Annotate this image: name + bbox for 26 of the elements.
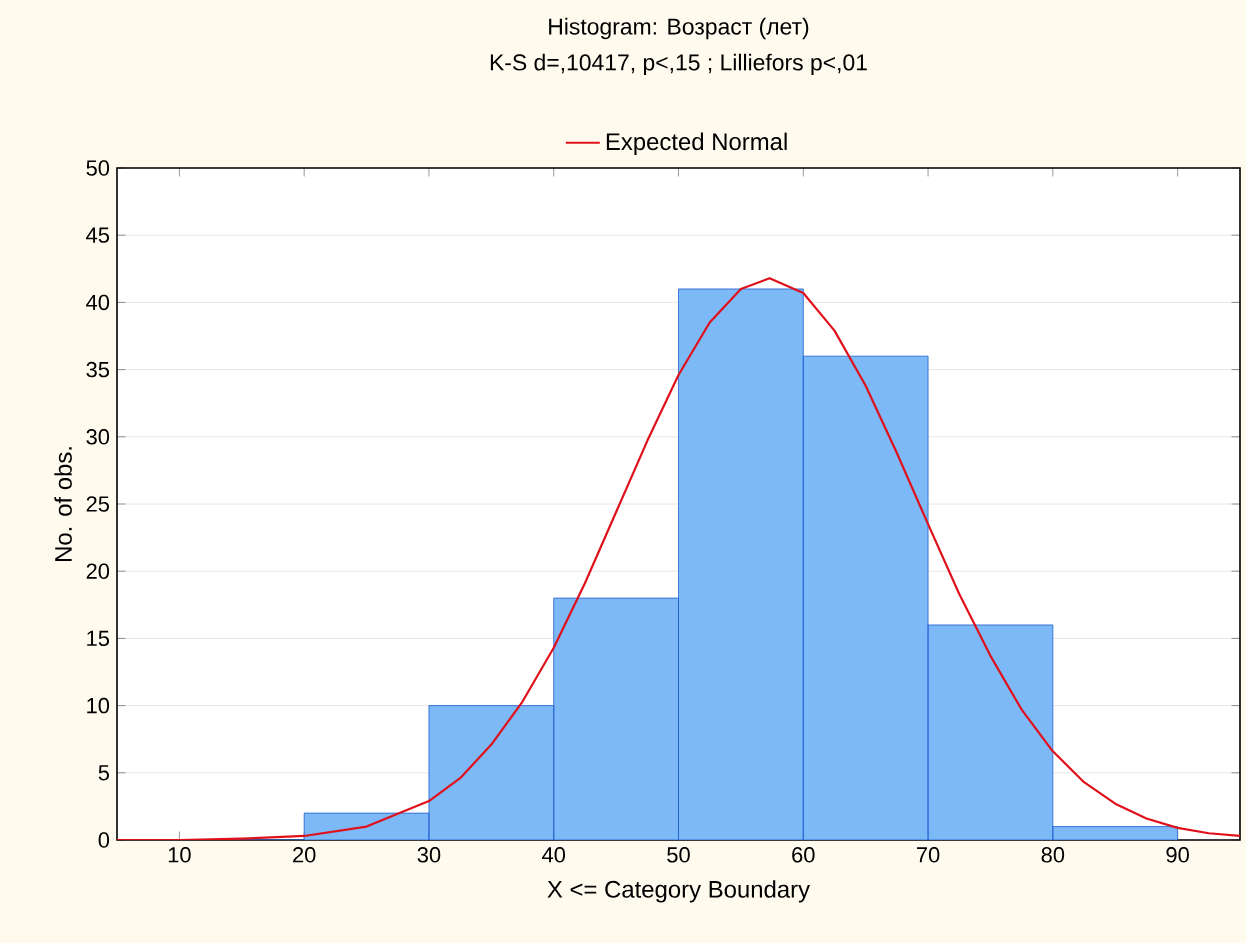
- line-series: [117, 277, 1240, 840]
- y-tick-label: 5: [98, 765, 110, 781]
- x-tick-label: 70: [916, 847, 940, 863]
- y-tick-label: 50: [86, 160, 110, 176]
- y-tick-label: 20: [86, 563, 110, 579]
- y-tick-label: 40: [86, 294, 110, 311]
- y-tick-label: 25: [86, 496, 110, 512]
- y-tick-label: 45: [86, 227, 110, 243]
- x-axis-title: X <= Category Boundary: [547, 880, 810, 903]
- y-tick-label: 35: [86, 361, 110, 378]
- legend-label: Expected Normal: [606, 132, 787, 155]
- y-axis-title: No. of obs.: [54, 447, 72, 561]
- x-tick-label: 80: [1041, 847, 1065, 863]
- x-tick-label: 40: [542, 847, 566, 863]
- x-tick-label: 10: [168, 847, 191, 863]
- x-tick-label: 60: [792, 847, 815, 863]
- y-tick-label: 15: [87, 630, 110, 647]
- x-tick-label: 30: [417, 847, 441, 863]
- chart-title: Histogram: Возраст (лет): [549, 17, 809, 40]
- y-tick-label: 30: [86, 429, 110, 445]
- x-tick-label: 90: [1166, 847, 1189, 863]
- x-tick-label: 50: [667, 847, 690, 863]
- y-tick-label: 0: [98, 832, 110, 848]
- chart-subtitle: K-S d=,10417, p<,15 ; Lilliefors p<,01: [490, 53, 867, 76]
- x-tick-label: 20: [293, 847, 316, 863]
- y-tick-label: 10: [87, 697, 110, 714]
